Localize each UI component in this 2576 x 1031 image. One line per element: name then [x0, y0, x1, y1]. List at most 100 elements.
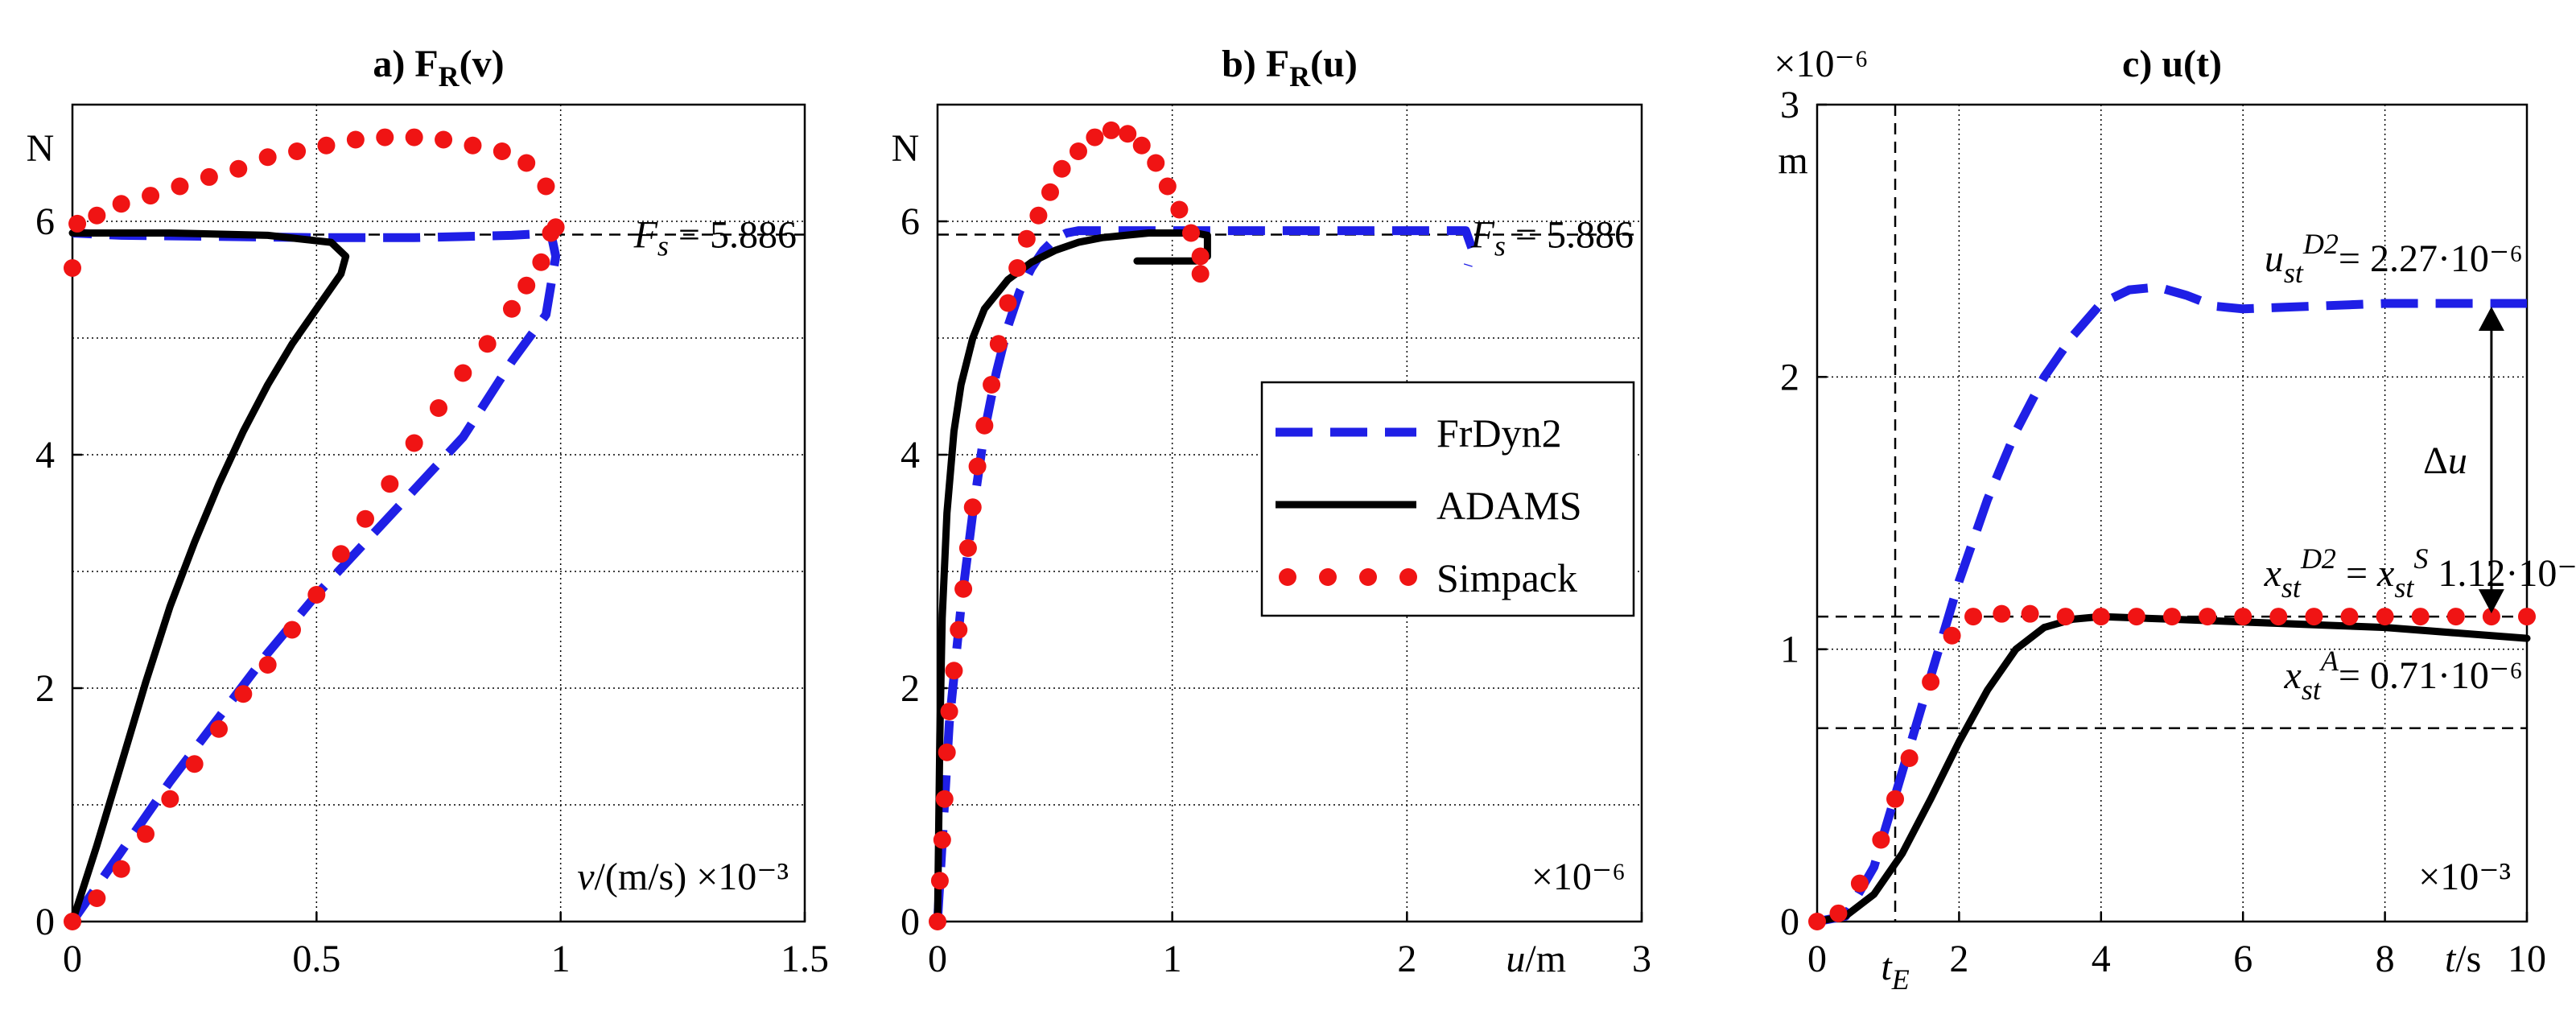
y-tick-label: 1	[1780, 629, 1799, 671]
simpack-point	[1017, 229, 1036, 248]
y-tick-label: 6	[901, 200, 920, 243]
simpack-point	[933, 831, 951, 849]
x-st-d2-label: xstD2 = xstS 1.12·10⁻⁶	[2264, 542, 2576, 604]
simpack-point	[430, 399, 447, 417]
adams-series-line	[934, 229, 1211, 926]
simpack-point	[88, 889, 106, 907]
simpack-point	[357, 509, 374, 528]
simpack-point	[64, 259, 81, 277]
simpack-point	[950, 621, 968, 639]
legend: FrDyn2 ADAMS Simpack	[1260, 381, 1635, 617]
simpack-point	[2340, 608, 2359, 626]
simpack-point	[1170, 200, 1189, 219]
x-tick-label: 10	[2508, 938, 2546, 980]
legend-marker-simpack	[1279, 568, 1296, 586]
simpack-point	[1102, 121, 1120, 139]
simpack-point	[1147, 154, 1165, 172]
panel-title: a) FR(v)	[373, 43, 504, 93]
simpack-point	[405, 434, 423, 452]
x-tick-label: 0	[1807, 938, 1827, 980]
simpack-point	[2482, 608, 2500, 626]
x-st-a-label: xstA= 0.71·10⁻⁶	[2284, 645, 2523, 706]
axes-frame	[71, 103, 806, 923]
simpack-point	[2446, 608, 2465, 626]
simpack-point	[1070, 142, 1087, 160]
simpack-point	[185, 755, 204, 773]
y-tick-label: 0	[1780, 901, 1799, 943]
simpack-point	[1850, 874, 1869, 893]
simpack-point	[1829, 904, 1848, 922]
panel-1: 0 0.5 1 1.5 0 2 4 6	[35, 103, 829, 980]
simpack-point	[464, 136, 482, 155]
simpack-point	[68, 214, 87, 233]
simpack-point	[2127, 608, 2145, 626]
x-exponent-label: ×10⁻⁶	[1531, 856, 1626, 898]
simpack-point	[989, 335, 1008, 353]
simpack-point	[1053, 159, 1071, 178]
simpack-point	[1119, 125, 1137, 143]
simpack-point	[940, 703, 958, 720]
simpack-point	[1872, 831, 1890, 849]
simpack-point	[234, 685, 253, 703]
x-tick-label: 8	[2376, 938, 2395, 980]
legend-marker-simpack	[1359, 568, 1377, 586]
x-tick-label: 0	[928, 938, 947, 980]
y-tick-label: 0	[35, 901, 55, 943]
simpack-point	[935, 790, 954, 808]
simpack-point	[1900, 749, 1919, 767]
legend-label-simpack: Simpack	[1436, 555, 1577, 600]
simpack-point	[963, 498, 982, 517]
simpack-point	[88, 206, 106, 225]
simpack-point	[317, 136, 336, 155]
x-axis-label: u/m	[1506, 938, 1566, 980]
simpack-point	[1943, 626, 1961, 645]
y-tick-label: 0	[901, 901, 920, 943]
simpack-point	[307, 586, 326, 604]
simpack-point	[2518, 608, 2536, 626]
delta-u-arrowhead-top	[2478, 306, 2504, 331]
x-axis-label: v/(m/s) ×10⁻³	[577, 856, 789, 898]
simpack-point	[503, 299, 521, 318]
y-exponent-label: ×10⁻⁶	[1774, 43, 1868, 85]
x-exponent-label: ×10⁻³	[2418, 856, 2511, 898]
simpack-point	[1041, 183, 1059, 201]
simpack-point	[142, 187, 160, 205]
simpack-point	[537, 177, 555, 196]
simpack-point	[1008, 259, 1027, 277]
frdyn2-series-line	[1816, 282, 2527, 926]
simpack-point	[288, 142, 307, 160]
simpack-point	[958, 539, 977, 557]
simpack-point	[517, 276, 536, 295]
adams-series-line	[1813, 612, 2531, 926]
simpack-point	[1191, 247, 1210, 266]
simpack-point	[929, 913, 946, 930]
legend-label-adams: ADAMS	[1436, 483, 1582, 528]
y-tick-label: 6	[35, 200, 55, 243]
simpack-point	[1808, 913, 1826, 930]
simpack-point	[1922, 673, 1940, 691]
simpack-point	[137, 825, 155, 843]
y-axis-label: N	[892, 127, 920, 170]
simpack-point	[283, 621, 301, 639]
delta-u-label: Δu	[2423, 439, 2467, 482]
simpack-point	[478, 335, 497, 353]
simpack-point	[546, 218, 565, 237]
simpack-point	[1182, 224, 1200, 242]
simpack-point	[493, 142, 511, 160]
frdyn2-series-line	[68, 229, 561, 925]
y-tick-label: 3	[1780, 84, 1799, 126]
x-tick-label: 6	[2233, 938, 2252, 980]
x-tick-label: 0.5	[292, 938, 340, 980]
simpack-point	[1029, 206, 1048, 225]
simpack-point	[2376, 608, 2394, 626]
x-tick-label: 0	[63, 938, 82, 980]
legend-marker-simpack	[1319, 568, 1337, 586]
simpack-point	[517, 154, 536, 172]
y-tick-label: 4	[901, 434, 920, 476]
x-tick-label: 2	[1397, 938, 1416, 980]
axes-frame	[936, 103, 1643, 923]
y-axis-label: m	[1778, 139, 1807, 182]
simpack-point	[2269, 608, 2288, 626]
fs-label: Fs = 5.886	[1470, 214, 1634, 262]
simpack-point	[983, 376, 1001, 394]
